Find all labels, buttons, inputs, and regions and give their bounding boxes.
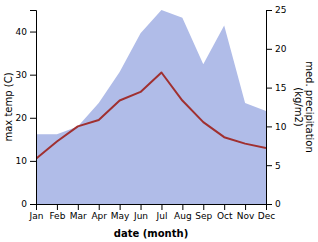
tick-mark [30, 161, 36, 162]
tick: 0 [266, 199, 281, 209]
tick: Aug [174, 204, 192, 221]
tick: 10 [266, 122, 287, 132]
tick: Apr [91, 204, 107, 221]
tick-mark [30, 75, 36, 76]
tick: May [111, 204, 130, 221]
tick-mark [161, 204, 162, 210]
tick: 20 [16, 113, 36, 123]
tick-label: 0 [21, 199, 27, 209]
tick-label: 40 [16, 27, 28, 37]
tick-label: 30 [16, 70, 28, 80]
tick-label: Mar [70, 211, 87, 221]
tick: Jul [156, 204, 168, 221]
tick: 40 [16, 27, 36, 37]
tick-mark [266, 165, 272, 166]
marks [36, 10, 266, 204]
tick: 0 [21, 199, 36, 209]
tick: 5 [266, 161, 281, 171]
chart: 0 10 20 30 40 0 5 10 15 20 25 Jan Feb Mar Apr MayJun Jul… [0, 0, 318, 242]
axis-line [30, 11, 37, 205]
tick-mark [30, 118, 36, 119]
tick-mark [224, 204, 225, 210]
tick: Jan [29, 204, 44, 221]
tick: Sep [195, 204, 212, 221]
tick: Jun [133, 204, 148, 221]
tick-label: Apr [91, 211, 107, 221]
axis-line [37, 205, 267, 211]
tick-label: Feb [49, 211, 65, 221]
tick-label: Dec [258, 211, 275, 221]
tick-label: 10 [275, 122, 287, 132]
y-axis-title: max temp (C) [3, 72, 14, 141]
tick-label: 20 [275, 44, 287, 54]
tick-label: Jan [29, 211, 44, 221]
y2-axis: 0 5 10 15 20 25 [266, 5, 287, 209]
tick-mark [203, 204, 204, 210]
tick-label: 20 [16, 113, 28, 123]
tick-mark [266, 10, 272, 11]
tick-label: May [111, 211, 130, 221]
tick-mark [78, 204, 79, 210]
tick: 25 [266, 5, 286, 15]
tick-mark [141, 204, 142, 210]
y2-axis-title-line: med. precipitation [304, 61, 315, 153]
tick-mark [120, 204, 121, 210]
tick-mark [182, 204, 183, 210]
tick-label: Aug [174, 211, 192, 221]
tick: 15 [266, 83, 286, 93]
y2-axis-title-line: (kg/m2) [293, 87, 304, 127]
tick-label: 5 [275, 161, 281, 171]
plot: 0 10 20 30 40 0 5 10 15 20 25 Jan Feb Mar Apr MayJun Jul… [16, 5, 287, 221]
tick-mark [245, 204, 246, 210]
tick: 20 [266, 44, 287, 54]
tick-mark [266, 49, 272, 50]
tick: 10 [16, 156, 36, 166]
tick-mark [57, 204, 58, 210]
tick-label: Oct [217, 211, 233, 221]
tick-mark [266, 126, 272, 127]
tick-mark [266, 204, 267, 210]
tick: Nov [237, 204, 255, 221]
area [36, 10, 266, 204]
line [36, 73, 266, 159]
tick-label: Sep [195, 211, 212, 221]
tick-label: 15 [275, 83, 286, 93]
tick-label: Jun [133, 211, 148, 221]
tick-label: Jul [156, 211, 168, 221]
axis-line [267, 11, 273, 205]
tick: Mar [70, 204, 87, 221]
tick-label: Nov [237, 211, 255, 221]
x-axis-title: date (month) [114, 228, 188, 239]
tick: 30 [16, 70, 36, 80]
x-axis: Jan Feb Mar Apr MayJun Jul AugSep Oct NovDec [29, 204, 276, 221]
tick-mark [30, 32, 36, 33]
tick-label: 10 [16, 156, 28, 166]
tick: Feb [49, 204, 65, 221]
tick-mark [266, 88, 272, 89]
tick-label: 0 [275, 199, 281, 209]
tick-mark [99, 204, 100, 210]
y2-axis-title: med. precipitation(kg/m2) [293, 61, 315, 153]
tick: Oct [217, 204, 233, 221]
tick-mark [30, 204, 36, 205]
tick: Dec [258, 204, 275, 221]
tick-mark [36, 204, 37, 210]
y-axis: 0 10 20 30 40 [16, 11, 37, 210]
tick-label: 25 [275, 5, 286, 15]
